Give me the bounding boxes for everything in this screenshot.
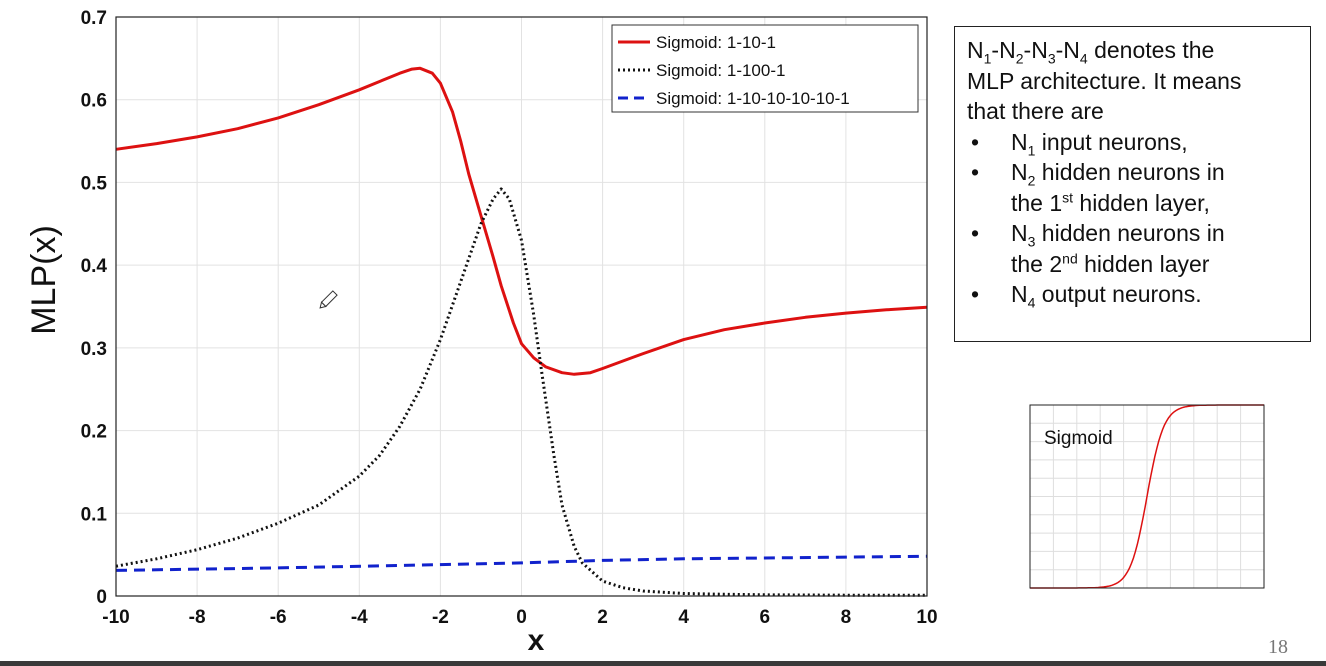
architecture-info-box: N1-N2-N3-N4 denotes the MLP architecture… (954, 26, 1311, 342)
series-line-1-100-1 (115, 187, 927, 597)
legend: Sigmoid: 1-10-1 Sigmoid: 1-100-1 Sigmoid… (611, 24, 919, 113)
legend-label-1-100-1: Sigmoid: 1-100-1 (656, 61, 785, 80)
y-tick-label: 0.6 (81, 91, 107, 112)
series-line-1-10-10-10-10-1 (115, 554, 928, 572)
pencil-cursor-icon (319, 290, 338, 309)
y-axis-label: MLP(x) (25, 225, 63, 335)
page-number: 18 (1268, 636, 1288, 658)
x-tick-label: 2 (597, 607, 608, 628)
x-axis-label: x (528, 624, 545, 657)
legend-label-1-10-10-10-10-1: Sigmoid: 1-10-10-10-10-1 (656, 89, 850, 108)
y-tick-label: 0 (96, 587, 107, 608)
y-tick-label: 0.4 (81, 256, 108, 277)
y-tick-label: 0.2 (81, 422, 107, 443)
series-line-1-10-1 (115, 66, 928, 376)
x-tick-label: -8 (189, 607, 206, 628)
x-tick-label: 0 (516, 607, 527, 628)
x-tick-label: -6 (270, 607, 287, 628)
y-tick-label: 0.5 (81, 173, 108, 194)
main-chart: -10 -8 -6 -4 -2 0 2 4 6 8 10 0 0.1 0.2 0.3 0.4 0.5 0.6 0.7… (25, 8, 938, 657)
list-item-input: N1 input neurons, (967, 127, 1298, 158)
y-tick-label: 0.3 (81, 339, 107, 360)
inset-title: Sigmoid (1044, 428, 1113, 449)
y-tick-label: 0.7 (81, 8, 107, 29)
series-group (115, 66, 928, 597)
info-line-3: that there are (967, 98, 1104, 124)
x-tick-label: 4 (678, 607, 689, 628)
x-tick-label: -2 (432, 607, 449, 628)
bottom-rule (0, 661, 1326, 666)
x-tick-label: 6 (760, 607, 771, 628)
neuron-list: N1 input neurons, N2 hidden neurons inth… (967, 127, 1298, 310)
list-item-output: N4 output neurons. (967, 279, 1298, 310)
x-tick-label: -10 (102, 607, 129, 628)
legend-box (611, 24, 919, 113)
axis-ticks: -10 -8 -6 -4 -2 0 2 4 6 8 10 0 0.1 0.2 0.3 0.4 0.5 0.6 0.7 (81, 8, 938, 628)
sigmoid-inset-chart: Sigmoid (1029, 404, 1265, 589)
y-tick-label: 0.1 (81, 504, 108, 525)
x-tick-label: 8 (841, 607, 852, 628)
legend-label-1-10-1: Sigmoid: 1-10-1 (656, 33, 776, 52)
info-line-architecture: N1-N2-N3-N4 denotes the (967, 37, 1215, 67)
x-tick-label: -4 (351, 607, 368, 628)
plot-frame (115, 16, 928, 597)
x-tick-label: 10 (916, 607, 937, 628)
inset-frame (1029, 404, 1265, 589)
info-line-2: MLP architecture. It means (967, 67, 1242, 94)
